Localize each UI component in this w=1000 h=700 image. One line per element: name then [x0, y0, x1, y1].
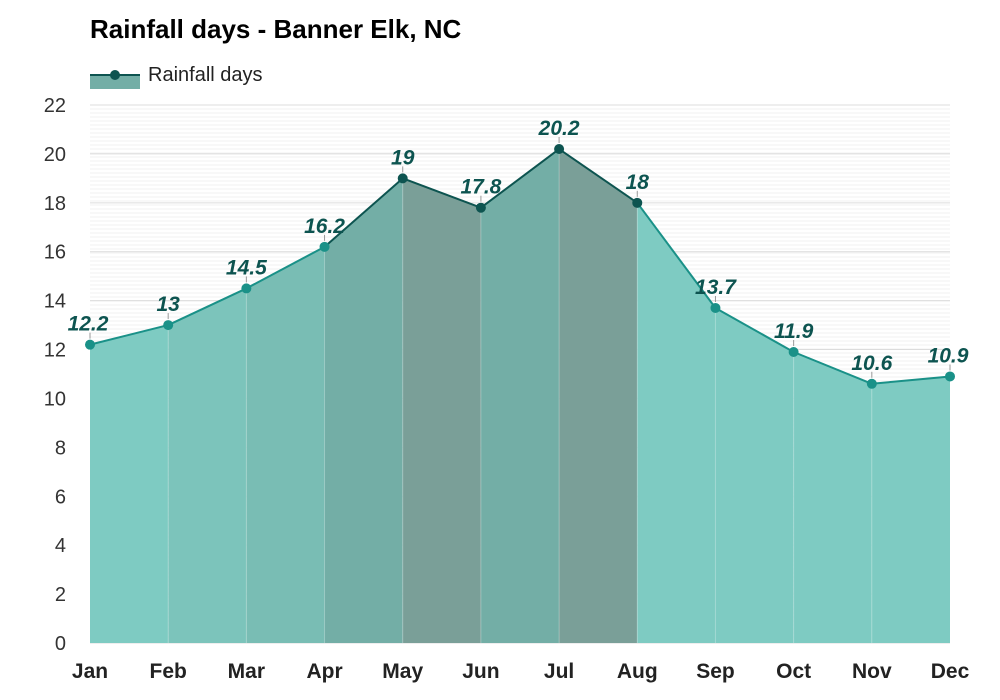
y-tick-label: 12 — [44, 340, 66, 362]
y-tick-label: 8 — [55, 437, 66, 459]
data-label: 11.9 — [774, 320, 814, 343]
y-tick-label: 22 — [44, 95, 66, 117]
chart-title: Rainfall days - Banner Elk, NC — [90, 14, 462, 44]
area-segment — [90, 325, 169, 643]
series-line — [636, 202, 717, 309]
legend-label: Rainfall days — [148, 63, 263, 86]
data-point — [788, 346, 799, 357]
data-label: 13 — [157, 293, 181, 316]
x-tick-label: Sep — [696, 660, 735, 683]
data-point — [632, 197, 643, 208]
y-tick-label: 2 — [55, 584, 66, 606]
data-label: 17.8 — [460, 176, 501, 199]
data-label: 10.6 — [851, 352, 892, 375]
series-line — [480, 148, 560, 209]
y-tick-label: 6 — [55, 486, 66, 508]
data-point — [554, 144, 565, 155]
x-tick-label: Jul — [544, 660, 574, 683]
area-segment — [559, 149, 638, 643]
data-label: 19 — [391, 146, 415, 169]
y-tick-label: 10 — [44, 388, 66, 410]
area-segment — [793, 351, 872, 643]
area-segment — [715, 307, 794, 643]
y-tick-label: 20 — [44, 144, 66, 166]
data-point — [319, 241, 330, 252]
data-point — [945, 371, 955, 382]
y-tick-label: 18 — [44, 193, 66, 215]
x-tick-label: Jan — [72, 660, 108, 683]
data-label: 18 — [626, 171, 650, 194]
series-line — [402, 177, 482, 209]
area-segment — [480, 149, 560, 643]
data-label: 20.2 — [538, 117, 580, 140]
series-line — [245, 245, 326, 290]
data-point — [475, 202, 486, 213]
series-line — [714, 307, 795, 353]
y-tick-label: 14 — [44, 291, 66, 313]
x-tick-label: May — [382, 660, 423, 683]
area-segment — [871, 376, 950, 643]
area-segment — [637, 202, 716, 643]
area-segment — [168, 288, 247, 643]
data-point — [866, 378, 877, 389]
series-line — [323, 177, 404, 248]
data-label: 13.7 — [695, 276, 737, 299]
x-tick-label: Aug — [617, 660, 658, 683]
data-point — [85, 339, 95, 350]
data-label: 14.5 — [226, 256, 267, 279]
area-segment — [324, 178, 403, 643]
legend[interactable]: Rainfall days — [90, 60, 263, 90]
data-point — [710, 302, 721, 313]
data-label: 12.2 — [68, 313, 109, 336]
x-tick-label: Nov — [852, 660, 892, 683]
y-tick-label: 16 — [44, 242, 66, 264]
data-label: 16.2 — [304, 215, 345, 238]
y-tick-label: 0 — [55, 633, 66, 655]
x-tick-label: Apr — [306, 660, 342, 683]
y-tick-label: 4 — [55, 535, 66, 557]
x-tick-label: Dec — [931, 660, 970, 683]
area-segment — [246, 246, 325, 643]
x-tick-label: Mar — [228, 660, 265, 683]
legend-swatch-icon — [90, 61, 140, 89]
series-line — [89, 324, 169, 346]
series-line — [167, 287, 247, 326]
x-tick-label: Feb — [150, 660, 187, 683]
data-point — [241, 283, 252, 294]
area-segment — [402, 178, 481, 643]
series-line — [871, 375, 951, 385]
data-point — [397, 173, 408, 184]
series-line — [793, 351, 873, 385]
data-label: 10.9 — [928, 344, 969, 367]
series-line — [558, 148, 638, 204]
x-tick-label: Jun — [462, 660, 499, 683]
x-tick-label: Oct — [776, 660, 811, 683]
data-point — [163, 320, 174, 331]
